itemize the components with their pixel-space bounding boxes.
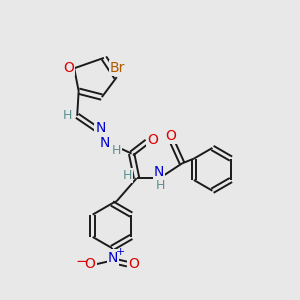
Text: H: H (122, 169, 132, 182)
Text: H: H (63, 109, 72, 122)
Text: N: N (108, 250, 118, 265)
Text: H: H (155, 179, 165, 192)
Text: +: + (116, 247, 125, 257)
Text: H: H (112, 143, 121, 157)
Text: O: O (165, 129, 176, 143)
Text: N: N (95, 121, 106, 135)
Text: O: O (147, 133, 158, 147)
Text: Br: Br (110, 61, 125, 75)
Text: N: N (154, 165, 164, 179)
Text: O: O (63, 61, 74, 75)
Text: N: N (99, 136, 110, 151)
Text: −: − (75, 254, 88, 269)
Text: O: O (128, 257, 140, 271)
Text: O: O (85, 257, 95, 271)
